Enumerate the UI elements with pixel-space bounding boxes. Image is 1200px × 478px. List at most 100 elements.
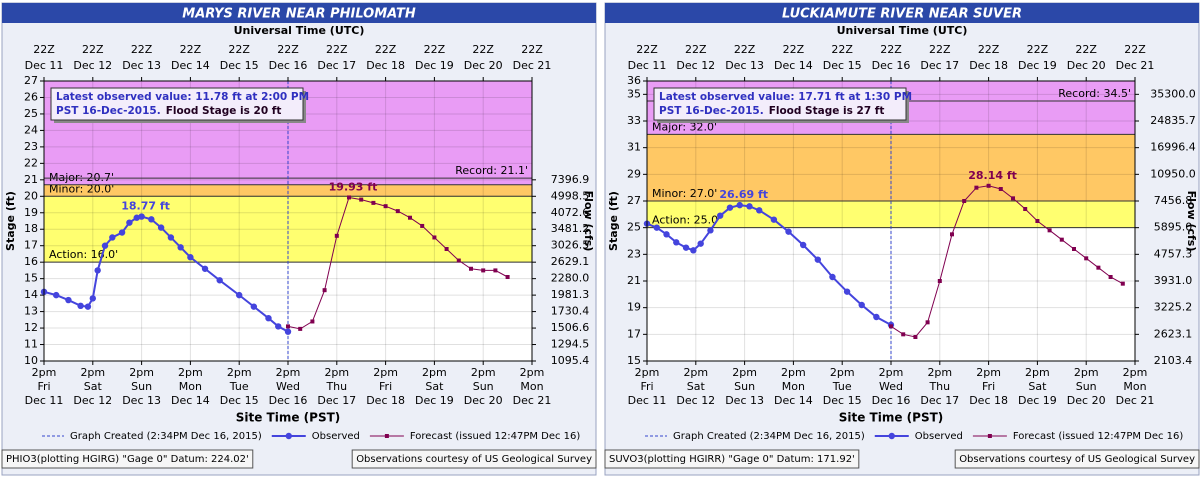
y2-tick-label: 7456.8 [1154,194,1193,207]
x-tick-label: Sat [687,380,706,393]
observed-point [682,244,690,251]
footer-right: Observations courtesy of US Geological S… [356,454,592,465]
forecast-point [371,200,376,205]
top-x-tick-label: Dec 20 [1067,59,1106,72]
observed-point [697,240,704,247]
x-tick-label: Fri [640,380,653,393]
y-tick-label: 31 [627,141,641,154]
footer-right: Observations courtesy of US Geological S… [959,454,1195,465]
x-tick-label: 2pm [471,366,496,379]
flood-stage-label: Major: 32.0' [652,120,717,133]
top-x-tick-label: 22Z [636,43,658,56]
forecast-point [334,233,339,238]
x-tick-label: 2pm [781,366,806,379]
y-tick-label: 22 [24,156,38,169]
legend-label: Forecast (issued 12:47PM Dec 16) [410,431,581,442]
flood-stage-label: Action: 16.0' [49,248,118,261]
y2-tick-label: 24835.7 [1150,114,1196,127]
y-tick-label: 15 [24,272,38,285]
plot-border [43,80,533,362]
y-tick-label: 27 [627,194,641,207]
top-x-tick-label: Dec 19 [415,59,454,72]
observed-point [187,254,194,261]
top-x-tick-label: 22Z [424,43,446,56]
x-tick-label: Sun [734,380,755,393]
y-tick-label: 23 [24,140,38,153]
observed-point [109,234,116,241]
legend-label: Observed [915,431,963,442]
x-tick-label: Dec 21 [1116,394,1155,407]
y2-tick-label: 4757.3 [1154,247,1193,260]
legend-marker [384,434,389,438]
x-tick-label: 2pm [927,366,952,379]
y2-tick-label: 4998.5 [551,189,590,202]
observed-point [653,224,660,231]
forecast-point [1084,256,1089,261]
forecast-point [395,209,400,214]
observed-point [799,241,807,249]
x-tick-label: Dec 19 [415,394,454,407]
forecast-point [493,268,498,273]
top-x-tick-label: 22Z [783,43,805,56]
x-tick-label: Mon [520,380,543,393]
x-tick-label: Dec 15 [220,394,259,407]
observed-point [177,244,184,251]
y-tick-label: 17 [24,239,38,252]
y2-tick-label: 1981.3 [551,288,590,301]
top-x-tick-label: Dec 16 [872,59,911,72]
x-tick-label: 2pm [732,366,757,379]
x-tick-label: Dec 12 [73,394,112,407]
y2-tick-label: 16996.4 [1150,141,1196,154]
hydrograph-panel: LUCKIAMUTE RIVER NEAR SUVER Universal Tim… [604,2,1200,476]
y-tick-label: 29 [627,167,641,180]
x-tick-label: Dec 13 [725,394,764,407]
forecast-point [347,195,351,200]
x-tick-label: 2pm [879,366,904,379]
x-tick-label: Dec 18 [969,394,1008,407]
forecast-point [1072,247,1076,251]
x-tick-label: 2pm [32,366,57,379]
x-tick-label: Dec 17 [920,394,959,407]
y-tick-label: 24 [24,123,38,136]
x-tick-label: Dec 17 [317,394,356,407]
observed-point [707,227,714,234]
observed-point [148,216,155,223]
top-x-tick-label: Dec 17 [920,59,959,72]
footer-left: SUVO3(plotting HGIRR) "Gage 0" Datum: 17… [609,454,855,465]
observed-point [829,273,836,281]
y2-tick-label: 7396.9 [551,173,590,186]
legend-marker [285,432,292,440]
y-tick-label: 21 [24,173,38,186]
forecast-point [298,326,303,331]
observed-point [138,213,145,220]
y2-tick-label: 2103.4 [1154,354,1193,367]
observed-point [858,301,865,309]
y-tick-label: 20 [24,189,38,202]
chart-title: MARYS RIVER NEAR PHILOMATH [182,7,416,22]
forecast-point [359,197,364,202]
top-x-tick-label: 22Z [978,43,1000,56]
observed-point [126,219,133,226]
flood-stage-label: Minor: 27.0' [652,187,717,200]
footer-box [604,449,860,469]
x-tick-label: 2pm [422,366,447,379]
peak-label: 26.69 ft [719,188,768,201]
forecast-point [1035,219,1040,223]
info-box [50,87,304,121]
y2-tick-label: 3026.5 [551,239,590,252]
y2-axis-label: Flow (cfs) [582,191,595,252]
x-tick-label: Sun [473,380,494,393]
observed-point [167,234,175,241]
observed-point [726,204,734,211]
top-x-tick-label: 22Z [472,43,494,56]
forecast-point [1120,281,1125,286]
top-x-tick-label: Dec 13 [122,59,161,72]
forecast-point [432,235,437,240]
observed-point [216,277,223,284]
top-x-tick-label: Dec 12 [676,59,715,72]
forecast-point [1023,207,1028,211]
chart-subtitle: Universal Time (UTC) [234,24,365,37]
observed-point [84,303,92,310]
top-x-tick-label: Dec 20 [464,59,503,72]
